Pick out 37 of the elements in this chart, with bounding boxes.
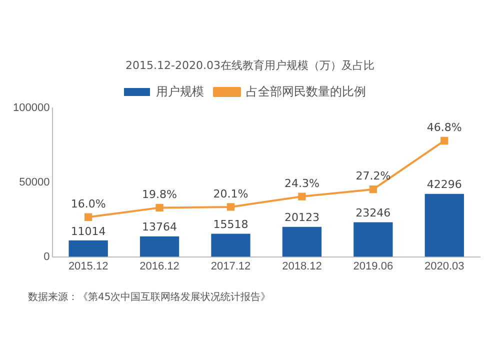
data-label: 19.8%: [142, 188, 178, 202]
x-tick-label: 2015.12: [68, 260, 108, 272]
bar: [424, 194, 464, 257]
bar: [68, 240, 108, 257]
data-label: 15518: [213, 218, 248, 232]
data-label: 46.8%: [426, 121, 462, 134]
x-tick-label: 2017.12: [210, 260, 251, 272]
data-label: 27.2%: [356, 170, 391, 183]
bar: [211, 234, 250, 257]
data-label: 20123: [284, 211, 320, 224]
point: [369, 186, 378, 194]
data-label: 42296: [426, 178, 462, 192]
y-tick-label: 0: [44, 250, 50, 263]
bar: [282, 226, 322, 257]
point: [298, 192, 306, 200]
point: [226, 203, 235, 211]
legend-label: 占全部网民数量的比例: [246, 84, 366, 98]
data-label: 24.3%: [284, 176, 320, 190]
data-label: 23246: [356, 206, 391, 220]
x-tick-label: 2020.03: [424, 260, 464, 272]
data-label: 13764: [142, 220, 178, 234]
data-label: 20.1%: [213, 187, 248, 200]
source-note: 数据来源：《第45次中国互联网络发展状况统计报告》: [28, 290, 271, 304]
x-tick-label: 2018.12: [282, 260, 322, 272]
data-label: 11014: [70, 224, 106, 238]
y-tick-label: 50000: [19, 176, 50, 188]
data-label: 16.0%: [70, 197, 106, 210]
x-tick-label: 2016.12: [140, 260, 180, 272]
point: [84, 213, 92, 221]
point: [156, 204, 164, 212]
x-tick-label: 2019.06: [353, 260, 394, 272]
legend-label: 用户规模: [156, 84, 204, 98]
point: [440, 136, 448, 145]
y-tick-label: 100000: [12, 102, 50, 114]
bar: [354, 222, 393, 257]
bar: [140, 236, 180, 257]
chart-title: 2015.12-2020.03在线教育用户规模（万）及占比: [124, 58, 376, 73]
